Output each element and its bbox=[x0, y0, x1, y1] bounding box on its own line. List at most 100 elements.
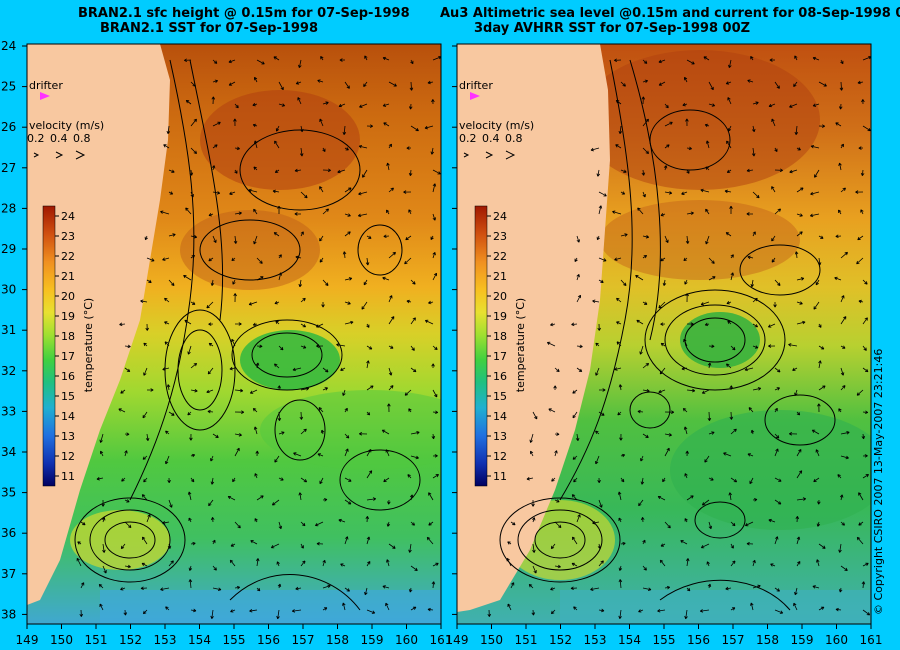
velocity-arrow bbox=[410, 367, 417, 373]
velocity-arrow bbox=[183, 274, 192, 281]
velocity-arrow bbox=[344, 81, 350, 89]
velocity-arrow bbox=[256, 257, 263, 264]
velocity-arrow bbox=[618, 384, 623, 391]
velocity-arrow bbox=[752, 387, 762, 391]
velocity-arrow bbox=[768, 518, 776, 523]
velocity-arrow bbox=[642, 191, 646, 198]
velocity-arrow bbox=[212, 539, 216, 545]
velocity-arrow bbox=[210, 516, 215, 523]
velocity-arrow bbox=[382, 585, 390, 589]
velocity-arrow bbox=[796, 449, 802, 457]
velocity-arrow bbox=[810, 191, 820, 196]
velocity-arrow bbox=[208, 499, 214, 507]
velocity-arrow bbox=[835, 607, 842, 612]
velocity-arrow bbox=[168, 169, 175, 173]
velocity-arrow bbox=[659, 367, 666, 375]
velocity-arrow bbox=[168, 191, 174, 195]
velocity-arrow bbox=[79, 609, 84, 617]
velocity-arrow bbox=[550, 322, 556, 327]
velocity-arrow bbox=[575, 433, 580, 441]
velocity-arrow bbox=[507, 541, 512, 545]
velocity-arrow bbox=[576, 235, 580, 243]
velocity-arrow bbox=[774, 387, 780, 391]
velocity-arrow bbox=[271, 499, 280, 506]
velocity-arrow bbox=[744, 521, 754, 527]
velocity-arrow bbox=[123, 609, 128, 616]
velocity-arrow bbox=[386, 209, 390, 215]
velocity-arrow bbox=[300, 521, 306, 527]
velocity-arrow bbox=[430, 235, 434, 240]
velocity-arrow bbox=[366, 497, 377, 501]
velocity-arrow bbox=[658, 389, 666, 394]
velocity-arrow bbox=[752, 231, 756, 237]
y-tick-label: 29 bbox=[1, 242, 16, 256]
velocity-arrow bbox=[98, 583, 104, 589]
colorbar-tick-label: 16 bbox=[61, 370, 75, 383]
velocity-arrow bbox=[102, 565, 107, 574]
velocity-arrow bbox=[168, 233, 176, 237]
velocity-arrow bbox=[664, 521, 671, 529]
velocity-arrow bbox=[750, 429, 755, 435]
velocity-arrow bbox=[383, 122, 390, 127]
velocity-arrow bbox=[705, 166, 710, 171]
velocity-arrow bbox=[572, 411, 578, 419]
velocity-arrow bbox=[862, 55, 871, 61]
velocity-arrow bbox=[774, 536, 779, 545]
right-contours bbox=[499, 59, 836, 611]
velocity-arrow bbox=[598, 499, 603, 508]
velocity-arrow bbox=[404, 389, 412, 396]
velocity-arrow bbox=[188, 579, 193, 589]
colorbar-tick-label: 13 bbox=[493, 430, 507, 443]
velocity-arrow bbox=[167, 543, 172, 549]
velocity-arrow bbox=[408, 103, 413, 110]
velocity-arrow bbox=[618, 609, 622, 619]
velocity-arrow bbox=[388, 385, 394, 391]
velocity-arrow bbox=[342, 251, 347, 259]
velocity-arrow bbox=[254, 76, 258, 83]
colorbar-tick-label: 17 bbox=[493, 350, 507, 363]
velocity-arrow bbox=[531, 609, 536, 616]
velocity-arrow bbox=[657, 609, 666, 613]
velocity-arrow bbox=[840, 345, 846, 349]
velocity-arrow bbox=[167, 477, 171, 484]
velocity-arrow bbox=[275, 125, 280, 132]
velocity-arrow bbox=[230, 609, 236, 613]
velocity-arrow bbox=[487, 609, 492, 617]
velocity-arrow bbox=[322, 498, 328, 502]
velocity-arrow bbox=[432, 562, 439, 567]
velocity-arrow bbox=[254, 473, 258, 479]
velocity-arrow bbox=[747, 255, 754, 260]
velocity-arrow bbox=[774, 407, 778, 413]
velocity-arrow bbox=[752, 191, 760, 199]
velocity-arrow bbox=[431, 363, 435, 369]
velocity-arrow bbox=[817, 257, 822, 266]
velocity-arrow bbox=[810, 144, 820, 149]
velocity-arrow bbox=[295, 81, 302, 85]
velocity-arrow bbox=[344, 213, 351, 217]
velocity-arrow bbox=[613, 58, 622, 63]
velocity-arrow bbox=[300, 231, 304, 237]
velocity-arrow bbox=[818, 543, 826, 549]
velocity-arrow bbox=[796, 213, 803, 217]
velocity-arrow bbox=[641, 169, 646, 176]
velocity-arrow bbox=[725, 232, 732, 237]
velocity-arrow bbox=[571, 494, 578, 501]
velocity-arrow bbox=[769, 58, 776, 62]
velocity-arrow bbox=[160, 587, 170, 591]
velocity-arrow bbox=[319, 186, 324, 193]
velocity-arrow bbox=[642, 147, 650, 155]
velocity-arrow bbox=[818, 345, 825, 350]
velocity-arrow bbox=[771, 118, 776, 127]
velocity-arrow bbox=[426, 536, 434, 545]
velocity-arrow bbox=[857, 235, 864, 241]
velocity-arrow bbox=[431, 433, 436, 440]
velocity-arrow bbox=[658, 81, 666, 86]
velocity-arrow bbox=[431, 581, 436, 589]
y-tick-label: 38 bbox=[1, 607, 16, 621]
velocity-arrow bbox=[814, 169, 820, 178]
velocity-arrow bbox=[768, 344, 776, 348]
velocity-arrow bbox=[121, 477, 126, 482]
velocity-arrow bbox=[409, 494, 414, 501]
velocity-arrow bbox=[206, 389, 214, 394]
